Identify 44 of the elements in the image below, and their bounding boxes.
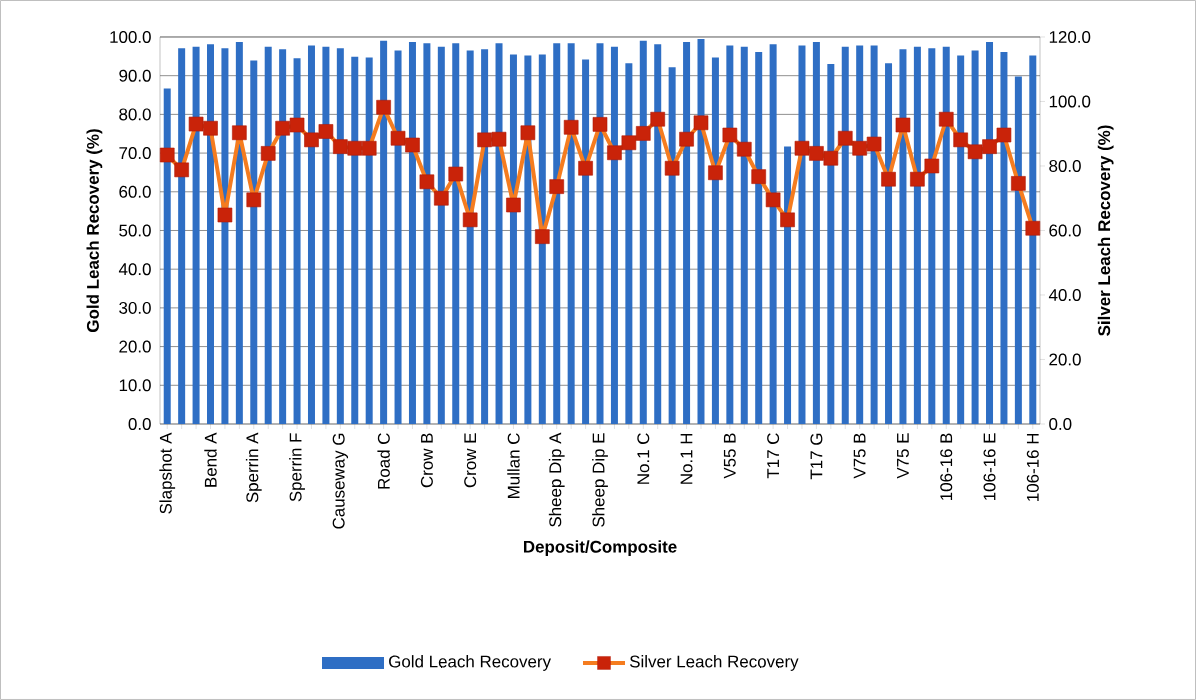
x-tick-label: V75 B: [853, 433, 866, 479]
y2-tick-label: 120.0: [1049, 30, 1091, 43]
y2-tick-label: 20.0: [1049, 353, 1081, 366]
x-tick-label: No.1 C: [637, 433, 650, 484]
x-tick-label: T17 G: [810, 433, 823, 480]
x-tick-label: No.1 H: [680, 433, 693, 484]
y2-tick-label: 100.0: [1049, 95, 1091, 108]
y-tick-label: 40.0: [118, 263, 151, 276]
x-tick-label: 106-16 B: [940, 433, 953, 500]
y-tick-label: 90.0: [119, 69, 151, 82]
legend-label: Gold Leach Recovery: [389, 655, 551, 671]
x-tick-label: Road C: [377, 433, 390, 489]
y2-tick-label: 0.0: [1049, 417, 1072, 430]
y-tick-label: 60.0: [119, 185, 151, 198]
x-tick-label: T17 C: [767, 433, 780, 479]
y-tick-label: 50.0: [119, 224, 151, 237]
x-tick-label: Bend A: [204, 432, 217, 487]
x-tick-label: 106-16 E: [983, 433, 996, 500]
y-tick-label: 70.0: [119, 147, 151, 160]
x-tick-label: V55 B: [723, 433, 736, 479]
x-tick-label: Mullan C: [507, 433, 520, 498]
y-tick-label: 10.0: [119, 379, 151, 392]
y2-tick-label: 40.0: [1048, 288, 1081, 301]
x-tick-label: Crow E: [464, 433, 477, 488]
x-tick-label: V75 E: [897, 433, 909, 479]
x-tick-label: Crow B: [420, 433, 433, 488]
x-tick-label: Slapshot A: [159, 432, 176, 514]
x-tick-label: Sheep Dip E: [592, 433, 608, 527]
y-tick-label: 80.0: [119, 108, 151, 121]
y-axis-title: Gold Leach Recovery (%): [86, 129, 103, 332]
x-axis-title: Deposit/Composite: [523, 540, 677, 557]
y2-tick-label: 80.0: [1049, 159, 1081, 172]
y2-tick-label: 60.0: [1049, 224, 1081, 237]
x-tick-label: Sperrin A: [245, 432, 262, 503]
y-tick-label: 100.0: [110, 30, 151, 43]
y-tick-label: 0.0: [128, 417, 151, 430]
y-tick-label: 30.0: [119, 301, 151, 314]
legend-label: Silver Leach Recovery: [629, 655, 799, 671]
x-tick-label: Sheep Dip A: [548, 432, 565, 527]
y2-axis-title: Silver Leach Recovery (%): [1097, 125, 1114, 336]
x-tick-label: Sperrin F: [289, 433, 305, 502]
x-tick-label: Causeway G: [332, 433, 349, 529]
x-tick-label: 106-16 H: [1026, 433, 1039, 501]
y-tick-label: 20.0: [119, 340, 151, 353]
